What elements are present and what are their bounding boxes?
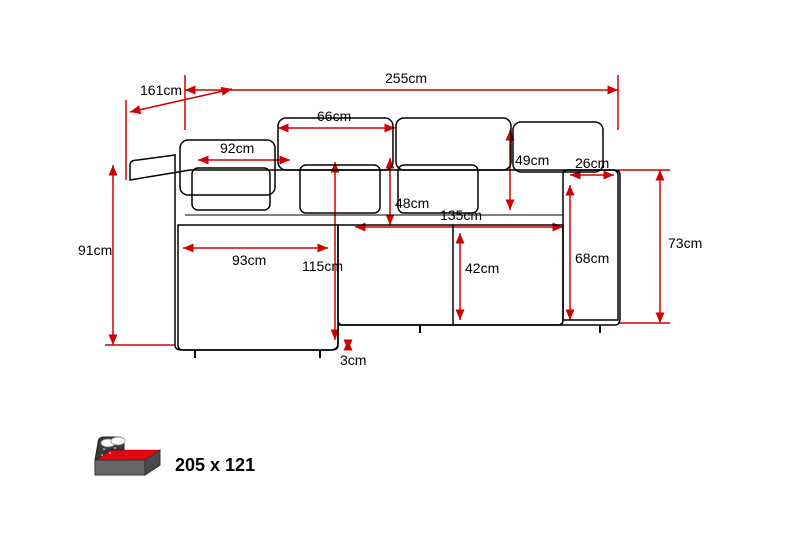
dim-depth: 161cm xyxy=(140,82,182,98)
dim-width: 255cm xyxy=(385,70,427,86)
dim-chaise-depth: 115cm xyxy=(302,258,343,274)
dim-chaise-seat: 93cm xyxy=(232,252,266,268)
dim-seat-width: 135cm xyxy=(440,207,482,223)
dim-pillow-height: 48cm xyxy=(395,195,429,211)
dim-cushion: 66cm xyxy=(317,108,351,124)
diagram-container: 161cm 255cm 66cm 92cm 49cm 26cm 73cm 91c… xyxy=(0,0,800,533)
dim-seat-height: 42cm xyxy=(465,260,499,276)
dim-floor-gap: 3cm xyxy=(340,352,366,368)
bed-size-label: 205 x 121 xyxy=(175,455,255,476)
dim-cushion2: 92cm xyxy=(220,140,254,156)
dim-height-right: 73cm xyxy=(668,235,702,251)
dim-back-height: 49cm xyxy=(515,152,549,168)
dim-arm-height: 68cm xyxy=(575,250,609,266)
dim-height-left: 91cm xyxy=(78,242,112,258)
bed-icon xyxy=(90,425,165,485)
dim-arm-width: 26cm xyxy=(575,155,609,171)
